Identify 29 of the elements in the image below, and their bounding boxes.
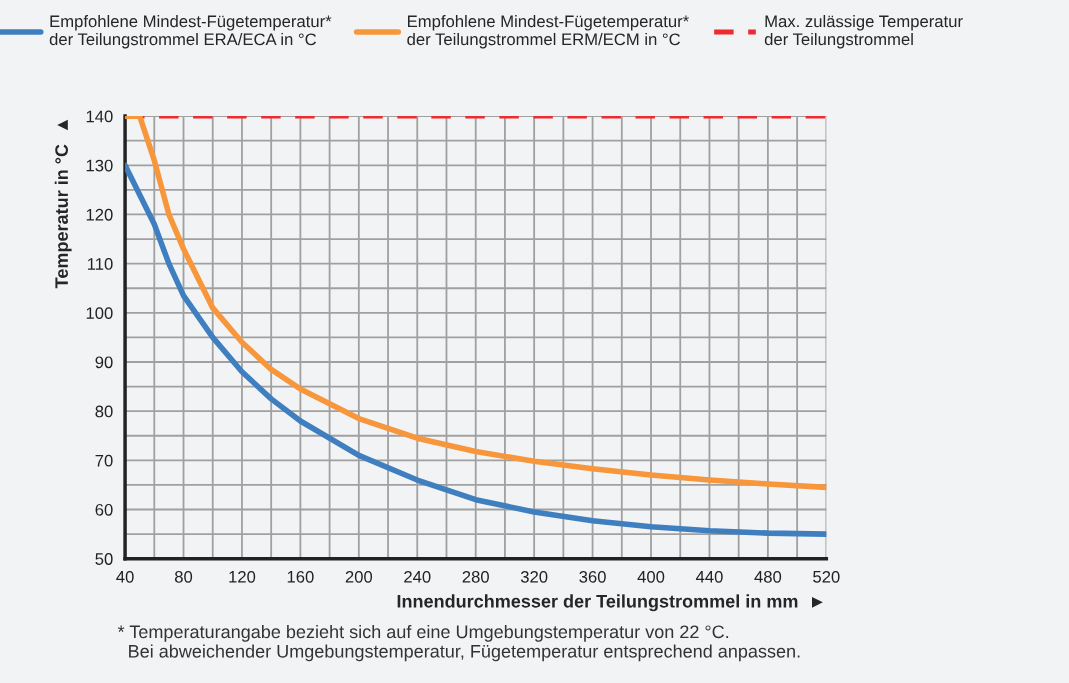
- x-tick-label: 240: [404, 570, 431, 583]
- legend-label: Empfohlene Mindest-Fügetemperatur* der Teilungstrommel ERA/ECA in °C: [49, 15, 332, 49]
- x-tick-label: 40: [116, 570, 134, 583]
- legend-label: Max. zulässige Temperatur der Teilungstrommel: [764, 15, 963, 49]
- y-tick-label: 100: [86, 307, 113, 320]
- y-tick-label: 70: [95, 454, 113, 467]
- y-tick-label: 90: [95, 356, 113, 369]
- x-tick-label: 160: [287, 570, 314, 583]
- y-tick-label: 50: [95, 553, 113, 565]
- x-tick-label: 400: [637, 570, 665, 583]
- legend-label: Empfohlene Mindest-Fügetemperatur* der Teilungstrommel ERM/ECM in °C: [407, 15, 689, 49]
- x-tick-label: 320: [520, 570, 548, 583]
- text: * Temperaturangabe bezieht sich auf eine Umgebungstemperatur von 22 °C. Bei abweichender Umgebungstemperatur, Fügetemperatur entsprechend anpassen.: [117, 624, 800, 662]
- y-tick-label: 80: [95, 405, 113, 418]
- y-tick-label: 110: [87, 258, 113, 270]
- y-axis-title: Temperatur in °C ▲: [54, 119, 72, 289]
- y-tick-label: 120: [86, 208, 113, 221]
- y-tick-label: 140: [86, 110, 113, 123]
- x-tick-label: 80: [174, 570, 193, 583]
- x-tick-label: 280: [462, 570, 489, 583]
- x-tick-label: 200: [345, 570, 373, 583]
- y-tick-label: 130: [86, 159, 113, 172]
- y-tick-label: 60: [95, 503, 113, 516]
- x-tick-label: 360: [579, 570, 606, 583]
- x-tick-label: 480: [754, 570, 782, 583]
- x-tick-label: 120: [229, 570, 256, 583]
- x-axis-title: Innendurchmesser der Teilungstrommel in mm ►: [397, 594, 823, 612]
- x-tick-label: 440: [695, 570, 723, 583]
- x-tick-label: 520: [813, 570, 840, 583]
